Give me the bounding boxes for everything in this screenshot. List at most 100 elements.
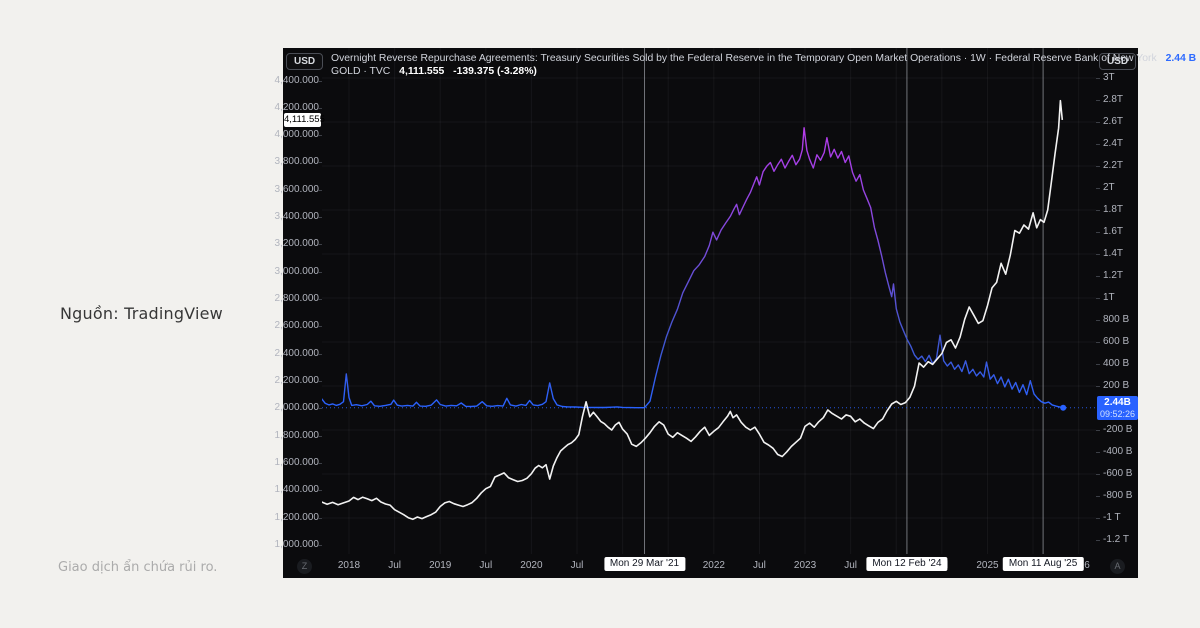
right-axis-tick bbox=[1096, 540, 1100, 542]
right-axis-tick bbox=[1096, 430, 1100, 432]
left-axis-label: 3,800.000 bbox=[274, 156, 320, 168]
rrp-series-value: 2.44 B bbox=[1165, 53, 1197, 64]
time-axis-label: Jul bbox=[388, 560, 401, 571]
right-axis-tick bbox=[1096, 100, 1100, 102]
right-axis-label: 800 B bbox=[1103, 314, 1130, 326]
right-scale-unit-button[interactable]: USD bbox=[1099, 53, 1137, 70]
date-marker-label: Mon 29 Mar '21 bbox=[603, 557, 686, 571]
right-axis-label: -400 B bbox=[1103, 446, 1133, 458]
right-axis-label: -1 T bbox=[1103, 512, 1121, 524]
rrp-current-value-badge: 2.44B 09:52:26 bbox=[1097, 395, 1138, 420]
left-axis-label: 2,600.000 bbox=[274, 320, 320, 332]
rrp-series-line bbox=[322, 127, 1064, 409]
right-axis-tick bbox=[1096, 166, 1100, 168]
left-axis-tick bbox=[318, 107, 322, 109]
right-axis-label: 400 B bbox=[1103, 358, 1130, 370]
time-axis-label: 2020 bbox=[520, 560, 543, 571]
left-axis-tick bbox=[318, 80, 322, 82]
autoscale-button[interactable]: A bbox=[1110, 559, 1125, 574]
date-marker-label: Mon 11 Aug '25 bbox=[1002, 557, 1084, 571]
left-axis-label: 1,800.000 bbox=[274, 429, 320, 441]
chart-plot-area[interactable] bbox=[322, 48, 1096, 554]
right-axis-tick bbox=[1096, 144, 1100, 146]
left-axis-label: 1,200.000 bbox=[274, 511, 320, 523]
right-axis-label: 3T bbox=[1103, 72, 1115, 84]
right-axis-tick bbox=[1096, 232, 1100, 234]
time-axis-label: 2022 bbox=[702, 560, 725, 571]
right-axis-label: 2.6T bbox=[1103, 116, 1124, 128]
time-axis-label: Jul bbox=[570, 560, 584, 571]
left-axis-tick bbox=[318, 490, 322, 492]
left-axis-tick bbox=[318, 326, 322, 328]
right-axis-tick bbox=[1096, 298, 1100, 300]
right-price-scale[interactable]: USD 2.44B 09:52:26 3T 2.8T 2.6T 2.4T 2.2T 2T 1… bbox=[1096, 48, 1138, 554]
left-price-scale[interactable]: USD 4,111.555 4,400.000 4,200.000 4,000.00… bbox=[275, 48, 325, 554]
gold-series-symbol: GOLD · TVC bbox=[331, 66, 391, 77]
left-axis-label: 3,400.000 bbox=[274, 211, 320, 223]
time-axis-label: Jul bbox=[844, 560, 858, 571]
left-axis-label: 4,200.000 bbox=[274, 101, 320, 113]
right-axis-label: 200 B bbox=[1103, 380, 1130, 392]
right-axis-label: 2T bbox=[1103, 182, 1115, 194]
left-axis-label: 1,400.000 bbox=[274, 484, 320, 496]
left-axis-tick bbox=[318, 135, 322, 137]
left-axis-tick bbox=[318, 463, 322, 465]
source-label: Nguồn: TradingView bbox=[60, 304, 223, 323]
left-scale-unit-button[interactable]: USD bbox=[286, 53, 324, 70]
left-axis-label: 1,600.000 bbox=[274, 457, 320, 469]
right-axis-label: 1.6T bbox=[1103, 226, 1124, 238]
right-axis-tick bbox=[1096, 188, 1100, 190]
time-axis[interactable]: 2018Jul2019Jul2020Jul2022Jul2023JulJul20… bbox=[283, 554, 1138, 578]
risk-disclaimer: Giao dịch ẩn chứa rủi ro. bbox=[58, 560, 218, 575]
left-axis-tick bbox=[318, 353, 322, 355]
rrp-badge-countdown: 09:52:26 bbox=[1099, 408, 1136, 419]
left-axis-tick bbox=[318, 435, 322, 437]
right-axis-label: -200 B bbox=[1103, 424, 1133, 436]
right-axis-label: 1.2T bbox=[1103, 270, 1124, 282]
rrp-series-title: Overnight Reverse Repurchase Agreements:… bbox=[331, 53, 1157, 64]
left-axis-label: 4,400.000 bbox=[274, 74, 320, 86]
right-axis-label: 1T bbox=[1103, 292, 1115, 304]
right-axis-label: -1.2 T bbox=[1103, 534, 1129, 546]
gold-series-value: 4,111.555 bbox=[399, 66, 445, 77]
right-axis-label: -800 B bbox=[1103, 490, 1133, 502]
legend-row-rrp[interactable]: Overnight Reverse Repurchase Agreements:… bbox=[331, 52, 1200, 65]
right-axis-tick bbox=[1096, 122, 1100, 124]
left-axis-label: 2,000.000 bbox=[274, 402, 320, 414]
left-axis-tick bbox=[318, 244, 322, 246]
gold-series-line bbox=[322, 99, 1064, 521]
right-axis-label: 2.4T bbox=[1103, 138, 1124, 150]
right-axis-label: 600 B bbox=[1103, 336, 1130, 348]
left-axis-label: 2,200.000 bbox=[274, 375, 320, 387]
left-axis-label: 2,400.000 bbox=[274, 347, 320, 359]
rrp-badge-value: 2.44B bbox=[1104, 396, 1131, 408]
timezone-button[interactable]: Z bbox=[297, 559, 312, 574]
rrp-last-point-dot bbox=[1060, 404, 1067, 411]
tradingview-chart-panel: USD 4,111.555 4,400.000 4,200.000 4,000.00… bbox=[275, 48, 1196, 578]
left-axis-tick bbox=[318, 189, 322, 191]
left-axis-tick bbox=[318, 217, 322, 219]
left-axis-label: 2,800.000 bbox=[274, 293, 320, 305]
left-axis-tick bbox=[318, 299, 322, 301]
date-marker-label: Mon 12 Feb '24 bbox=[866, 557, 948, 571]
left-axis-label: 3,000.000 bbox=[274, 265, 320, 277]
left-axis-label: 3,200.000 bbox=[274, 238, 320, 250]
left-axis-tick bbox=[318, 517, 322, 519]
left-axis-label: 3,600.000 bbox=[274, 183, 320, 195]
legend: Overnight Reverse Repurchase Agreements:… bbox=[331, 52, 1200, 78]
time-axis-label: 2018 bbox=[337, 560, 361, 571]
legend-row-gold[interactable]: GOLD · TVC 4,111.555 -139.375 (-3.28%) bbox=[331, 65, 1200, 78]
left-axis-tick bbox=[318, 381, 322, 383]
time-axis-label: Jul bbox=[479, 560, 493, 571]
right-axis-tick bbox=[1096, 452, 1100, 454]
time-axis-label: 2023 bbox=[793, 560, 817, 571]
right-axis-tick bbox=[1096, 496, 1100, 498]
right-axis-label: 1.4T bbox=[1103, 248, 1124, 260]
right-axis-tick bbox=[1096, 364, 1100, 366]
left-axis-label: 4,000.000 bbox=[274, 129, 320, 141]
right-axis-tick bbox=[1096, 474, 1100, 476]
right-axis-tick bbox=[1096, 78, 1100, 80]
right-axis-label: -600 B bbox=[1103, 468, 1133, 480]
right-axis-tick bbox=[1096, 518, 1100, 520]
